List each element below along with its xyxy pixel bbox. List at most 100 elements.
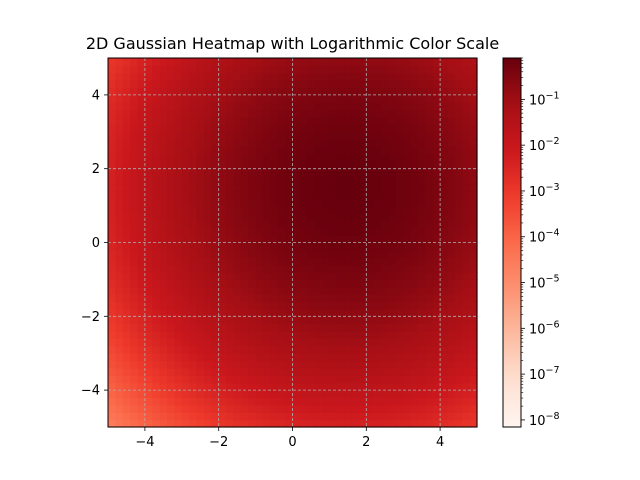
heatmap-cell <box>108 249 116 258</box>
heatmap-cell <box>388 190 397 199</box>
heatmap-cell <box>351 382 360 391</box>
heatmap-cell <box>329 338 338 347</box>
heatmap-cell <box>233 139 242 148</box>
heatmap-cell <box>381 301 390 310</box>
heatmap-cell <box>454 124 463 133</box>
heatmap-cell <box>130 367 139 376</box>
heatmap-cell <box>322 190 330 199</box>
heatmap-cell <box>152 375 161 384</box>
heatmap-cell <box>299 161 308 170</box>
heatmap-cell <box>469 190 478 199</box>
heatmap-cell <box>167 124 176 133</box>
heatmap-cell <box>196 279 205 288</box>
heatmap-cell <box>381 183 390 192</box>
heatmap-cell <box>203 397 212 406</box>
heatmap-cell <box>211 205 220 214</box>
heatmap-cell <box>425 323 434 332</box>
heatmap-cell <box>137 80 146 89</box>
heatmap-cell <box>322 227 330 236</box>
heatmap-cell <box>314 367 323 376</box>
heatmap-cell <box>152 205 161 214</box>
heatmap-cell <box>255 205 264 214</box>
heatmap-cell <box>122 109 131 118</box>
heatmap-cell <box>174 124 183 133</box>
heatmap-cell <box>373 146 382 155</box>
heatmap-cell <box>469 397 478 406</box>
heatmap-cell <box>277 279 286 288</box>
heatmap-cell <box>115 360 124 369</box>
heatmap-cell <box>196 109 205 118</box>
heatmap-cell <box>358 161 367 170</box>
heatmap-cell <box>233 80 242 89</box>
heatmap-cell <box>211 168 220 177</box>
heatmap-cell <box>440 109 449 118</box>
heatmap-cell <box>270 390 279 399</box>
heatmap-cell <box>144 146 153 155</box>
heatmap-cell <box>403 87 412 96</box>
heatmap-cell <box>469 220 478 229</box>
heatmap-cell <box>248 220 257 229</box>
heatmap-cell <box>108 131 116 140</box>
heatmap-cell <box>115 323 124 332</box>
colorbar-tick-label: 10−6 <box>529 319 560 337</box>
heatmap-cell <box>137 242 146 251</box>
heatmap-cell <box>425 345 434 354</box>
heatmap-cell <box>329 220 338 229</box>
heatmap-cell <box>167 242 176 251</box>
heatmap-cell <box>373 249 382 258</box>
heatmap-cell <box>122 161 131 170</box>
heatmap-cell <box>122 272 131 280</box>
heatmap-cell <box>344 161 353 170</box>
heatmap-cell <box>358 198 367 207</box>
heatmap-cell <box>270 80 279 89</box>
heatmap-cell <box>425 382 434 391</box>
heatmap-cell <box>381 109 390 118</box>
heatmap-cell <box>410 360 419 369</box>
heatmap-cell <box>248 257 257 266</box>
heatmap-cell <box>440 323 449 332</box>
heatmap-cell <box>410 153 419 162</box>
heatmap-cell <box>388 102 397 111</box>
heatmap-cell <box>447 176 456 185</box>
heatmap-cell <box>240 220 249 229</box>
heatmap-cell <box>167 412 176 421</box>
heatmap-cell <box>351 345 360 354</box>
heatmap-cell <box>181 205 190 214</box>
heatmap-cell <box>248 301 257 310</box>
heatmap-cell <box>322 323 330 332</box>
heatmap-cell <box>469 212 478 221</box>
heatmap-cell <box>203 124 212 133</box>
heatmap-cell <box>240 412 249 421</box>
heatmap-cell <box>440 286 449 295</box>
heatmap-cell <box>181 382 190 391</box>
heatmap-cell <box>395 72 404 81</box>
heatmap-cell <box>203 316 212 325</box>
heatmap-cell <box>137 168 146 177</box>
heatmap-cell <box>358 235 367 244</box>
heatmap-cell <box>358 353 367 362</box>
heatmap-cell <box>203 323 212 332</box>
heatmap-cell <box>181 308 190 317</box>
heatmap-cell <box>322 139 330 148</box>
heatmap-cell <box>307 168 316 177</box>
heatmap-cell <box>410 412 419 421</box>
heatmap-cell <box>144 286 153 295</box>
heatmap-cell <box>130 301 139 310</box>
heatmap-cell <box>469 227 478 236</box>
heatmap-cell <box>314 419 323 428</box>
heatmap-cell <box>440 308 449 317</box>
heatmap-cell <box>381 205 390 214</box>
heatmap-cell <box>167 382 176 391</box>
heatmap-cell <box>189 279 198 288</box>
heatmap-cell <box>122 139 131 148</box>
heatmap-cell <box>255 102 264 111</box>
heatmap-cell <box>115 124 124 133</box>
heatmap-cell <box>270 153 279 162</box>
heatmap-cell <box>285 242 294 251</box>
heatmap-cell <box>454 286 463 295</box>
heatmap-cell <box>432 102 441 111</box>
heatmap-cell <box>108 58 116 66</box>
heatmap-cell <box>388 382 397 391</box>
heatmap-cell <box>152 235 161 244</box>
heatmap-cell <box>388 65 397 74</box>
